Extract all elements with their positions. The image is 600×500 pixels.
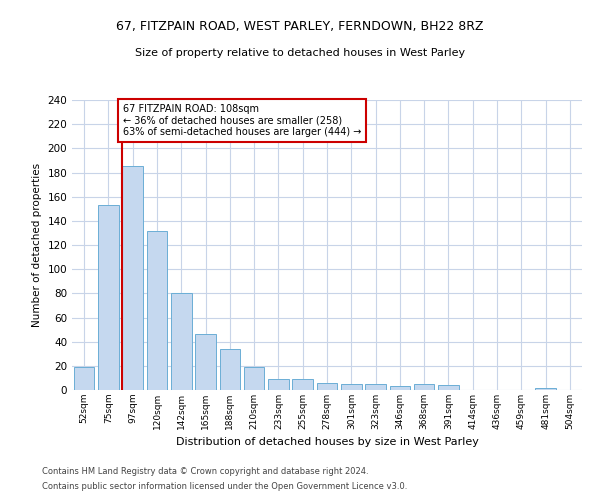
Bar [414,384,434,390]
Text: Contains public sector information licensed under the Open Government Licence v3: Contains public sector information licen… [42,482,407,491]
Bar [389,386,410,390]
Bar [438,385,459,390]
Bar [292,379,313,390]
X-axis label: Distribution of detached houses by size in West Parley: Distribution of detached houses by size … [176,438,478,448]
Y-axis label: Number of detached properties: Number of detached properties [32,163,42,327]
Bar [146,230,167,390]
Text: Size of property relative to detached houses in West Parley: Size of property relative to detached ho… [135,48,465,58]
Bar [365,384,386,390]
Text: 67 FITZPAIN ROAD: 108sqm
← 36% of detached houses are smaller (258)
63% of semi-: 67 FITZPAIN ROAD: 108sqm ← 36% of detach… [123,104,361,137]
Bar [122,166,143,390]
Bar [171,294,191,390]
Bar [220,349,240,390]
Text: Contains HM Land Registry data © Crown copyright and database right 2024.: Contains HM Land Registry data © Crown c… [42,467,368,476]
Bar [317,383,337,390]
Bar [341,384,362,390]
Bar [535,388,556,390]
Bar [195,334,216,390]
Bar [74,367,94,390]
Bar [244,367,265,390]
Bar [98,205,119,390]
Text: 67, FITZPAIN ROAD, WEST PARLEY, FERNDOWN, BH22 8RZ: 67, FITZPAIN ROAD, WEST PARLEY, FERNDOWN… [116,20,484,33]
Bar [268,379,289,390]
